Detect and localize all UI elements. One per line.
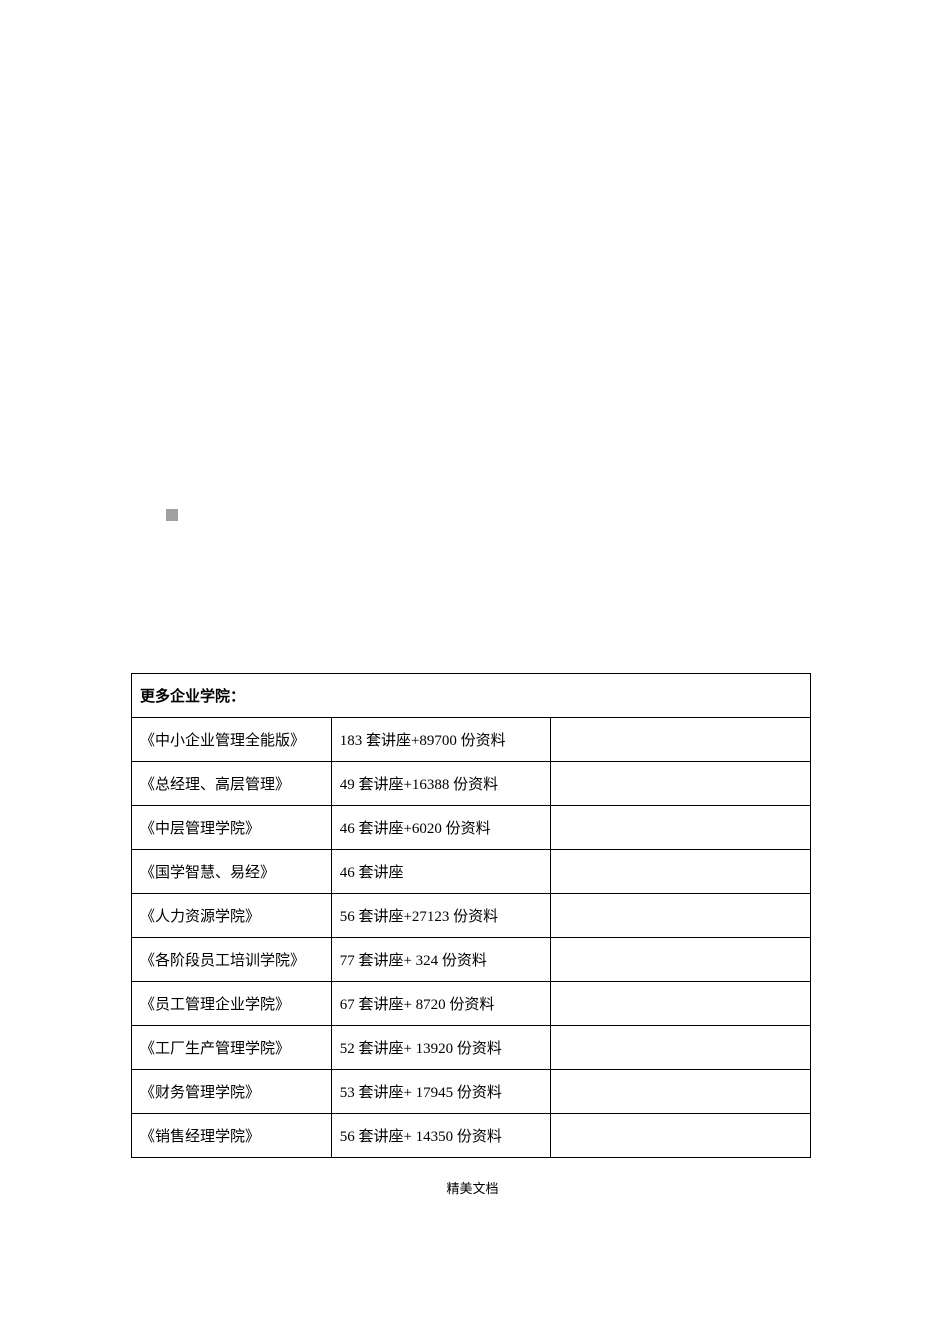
course-name: 《工厂生产管理学院》: [132, 1026, 332, 1070]
course-name: 《总经理、高层管理》: [132, 762, 332, 806]
course-desc: 77 套讲座+ 324 份资料: [331, 938, 551, 982]
course-desc: 67 套讲座+ 8720 份资料: [331, 982, 551, 1026]
course-name: 《各阶段员工培训学院》: [132, 938, 332, 982]
course-desc: 52 套讲座+ 13920 份资料: [331, 1026, 551, 1070]
course-empty: [551, 894, 811, 938]
table-row: 《销售经理学院》 56 套讲座+ 14350 份资料: [132, 1114, 811, 1158]
course-empty: [551, 1070, 811, 1114]
course-desc: 53 套讲座+ 17945 份资料: [331, 1070, 551, 1114]
course-name: 《中小企业管理全能版》: [132, 718, 332, 762]
course-empty: [551, 982, 811, 1026]
table-row: 《中小企业管理全能版》 183 套讲座+89700 份资料: [132, 718, 811, 762]
course-desc: 56 套讲座+ 14350 份资料: [331, 1114, 551, 1158]
table-row: 《财务管理学院》 53 套讲座+ 17945 份资料: [132, 1070, 811, 1114]
course-desc: 49 套讲座+16388 份资料: [331, 762, 551, 806]
course-name: 《销售经理学院》: [132, 1114, 332, 1158]
course-empty: [551, 806, 811, 850]
footer-text: 精美文档: [0, 1178, 945, 1197]
course-name: 《中层管理学院》: [132, 806, 332, 850]
course-empty: [551, 762, 811, 806]
course-empty: [551, 1114, 811, 1158]
course-empty: [551, 1026, 811, 1070]
table-row: 《总经理、高层管理》 49 套讲座+16388 份资料: [132, 762, 811, 806]
table-row: 《人力资源学院》 56 套讲座+27123 份资料: [132, 894, 811, 938]
table-row: 《各阶段员工培训学院》 77 套讲座+ 324 份资料: [132, 938, 811, 982]
bullet-marker: [166, 509, 178, 521]
table-row: 《国学智慧、易经》 46 套讲座: [132, 850, 811, 894]
table-header-row: 更多企业学院：: [132, 674, 811, 718]
table-row: 《员工管理企业学院》 67 套讲座+ 8720 份资料: [132, 982, 811, 1026]
course-table: 更多企业学院： 《中小企业管理全能版》 183 套讲座+89700 份资料 《总…: [131, 673, 811, 1158]
course-empty: [551, 938, 811, 982]
course-name: 《人力资源学院》: [132, 894, 332, 938]
course-desc: 56 套讲座+27123 份资料: [331, 894, 551, 938]
course-desc: 46 套讲座: [331, 850, 551, 894]
course-empty: [551, 718, 811, 762]
course-name: 《财务管理学院》: [132, 1070, 332, 1114]
course-table-container: 更多企业学院： 《中小企业管理全能版》 183 套讲座+89700 份资料 《总…: [131, 673, 811, 1158]
course-empty: [551, 850, 811, 894]
table-header-cell: 更多企业学院：: [132, 674, 811, 718]
course-desc: 183 套讲座+89700 份资料: [331, 718, 551, 762]
course-desc: 46 套讲座+6020 份资料: [331, 806, 551, 850]
table-row: 《中层管理学院》 46 套讲座+6020 份资料: [132, 806, 811, 850]
course-name: 《国学智慧、易经》: [132, 850, 332, 894]
course-name: 《员工管理企业学院》: [132, 982, 332, 1026]
table-row: 《工厂生产管理学院》 52 套讲座+ 13920 份资料: [132, 1026, 811, 1070]
